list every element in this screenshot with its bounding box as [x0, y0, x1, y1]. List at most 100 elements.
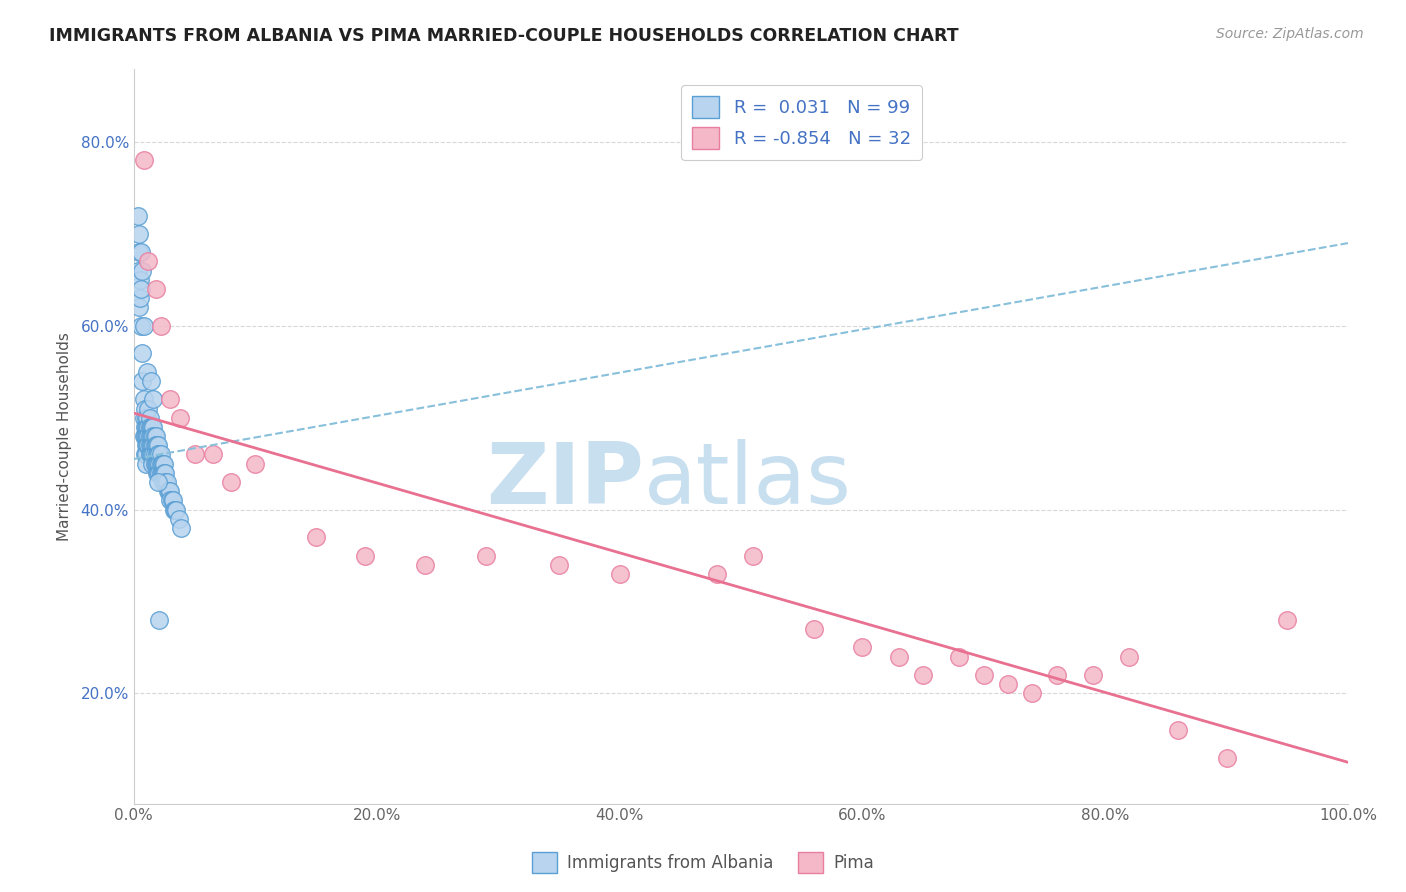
- Point: [138, 410, 160, 425]
- Point: [887, 649, 910, 664]
- Point: [139, 438, 162, 452]
- Point: [1167, 723, 1189, 738]
- Point: [146, 457, 169, 471]
- Point: [138, 254, 160, 268]
- Point: [135, 447, 157, 461]
- Point: [997, 677, 1019, 691]
- Point: [170, 521, 193, 535]
- Point: [1215, 750, 1237, 764]
- Point: [153, 466, 176, 480]
- Point: [156, 484, 179, 499]
- Point: [138, 447, 160, 461]
- Point: [148, 457, 170, 471]
- Point: [149, 466, 172, 480]
- Point: [132, 318, 155, 333]
- Point: [142, 429, 165, 443]
- Point: [142, 438, 165, 452]
- Point: [136, 438, 159, 452]
- Point: [145, 457, 167, 471]
- Point: [138, 438, 160, 452]
- Point: [165, 502, 187, 516]
- Point: [146, 447, 169, 461]
- Point: [146, 438, 169, 452]
- Point: [152, 475, 174, 489]
- Point: [129, 282, 152, 296]
- Point: [143, 457, 166, 471]
- Point: [948, 649, 970, 664]
- Point: [152, 466, 174, 480]
- Point: [131, 346, 153, 360]
- Point: [803, 622, 825, 636]
- Point: [152, 457, 174, 471]
- Point: [183, 447, 205, 461]
- Legend: Immigrants from Albania, Pima: Immigrants from Albania, Pima: [526, 846, 880, 880]
- Point: [136, 429, 159, 443]
- Point: [146, 466, 169, 480]
- Point: [145, 429, 167, 443]
- Point: [128, 301, 150, 315]
- Point: [167, 512, 190, 526]
- Point: [1021, 686, 1043, 700]
- Point: [150, 466, 173, 480]
- Point: [155, 475, 177, 489]
- Point: [139, 374, 162, 388]
- Point: [159, 392, 181, 407]
- Point: [146, 475, 169, 489]
- Point: [146, 438, 169, 452]
- Point: [134, 420, 156, 434]
- Point: [1045, 668, 1067, 682]
- Point: [159, 484, 181, 499]
- Point: [136, 420, 159, 434]
- Point: [150, 457, 173, 471]
- Point: [129, 245, 152, 260]
- Point: [134, 401, 156, 416]
- Point: [851, 640, 873, 655]
- Point: [142, 420, 165, 434]
- Point: [163, 502, 186, 516]
- Point: [973, 668, 995, 682]
- Point: [134, 429, 156, 443]
- Point: [138, 420, 160, 434]
- Point: [134, 447, 156, 461]
- Point: [141, 438, 163, 452]
- Point: [135, 410, 157, 425]
- Point: [132, 392, 155, 407]
- Point: [146, 447, 169, 461]
- Point: [146, 466, 169, 480]
- Text: ZIP: ZIP: [486, 439, 644, 522]
- Point: [138, 429, 160, 443]
- Point: [142, 447, 165, 461]
- Point: [159, 493, 181, 508]
- Point: [132, 429, 155, 443]
- Point: [127, 263, 149, 277]
- Point: [149, 447, 172, 461]
- Point: [138, 429, 160, 443]
- Point: [153, 457, 176, 471]
- Point: [127, 209, 149, 223]
- Point: [141, 429, 163, 443]
- Point: [156, 475, 179, 489]
- Point: [353, 549, 375, 563]
- Text: atlas: atlas: [644, 439, 852, 522]
- Point: [201, 447, 224, 461]
- Point: [135, 457, 157, 471]
- Point: [138, 420, 160, 434]
- Point: [149, 318, 172, 333]
- Point: [143, 447, 166, 461]
- Point: [219, 475, 242, 489]
- Point: [139, 420, 162, 434]
- Text: IMMIGRANTS FROM ALBANIA VS PIMA MARRIED-COUPLE HOUSEHOLDS CORRELATION CHART: IMMIGRANTS FROM ALBANIA VS PIMA MARRIED-…: [49, 27, 959, 45]
- Legend: R =  0.031   N = 99, R = -0.854   N = 32: R = 0.031 N = 99, R = -0.854 N = 32: [682, 85, 922, 160]
- Point: [129, 291, 152, 305]
- Point: [138, 438, 160, 452]
- Point: [129, 318, 152, 333]
- Point: [141, 420, 163, 434]
- Point: [135, 438, 157, 452]
- Point: [1081, 668, 1104, 682]
- Point: [143, 429, 166, 443]
- Point: [129, 273, 152, 287]
- Point: [141, 457, 163, 471]
- Point: [305, 530, 328, 544]
- Point: [143, 438, 166, 452]
- Point: [148, 613, 170, 627]
